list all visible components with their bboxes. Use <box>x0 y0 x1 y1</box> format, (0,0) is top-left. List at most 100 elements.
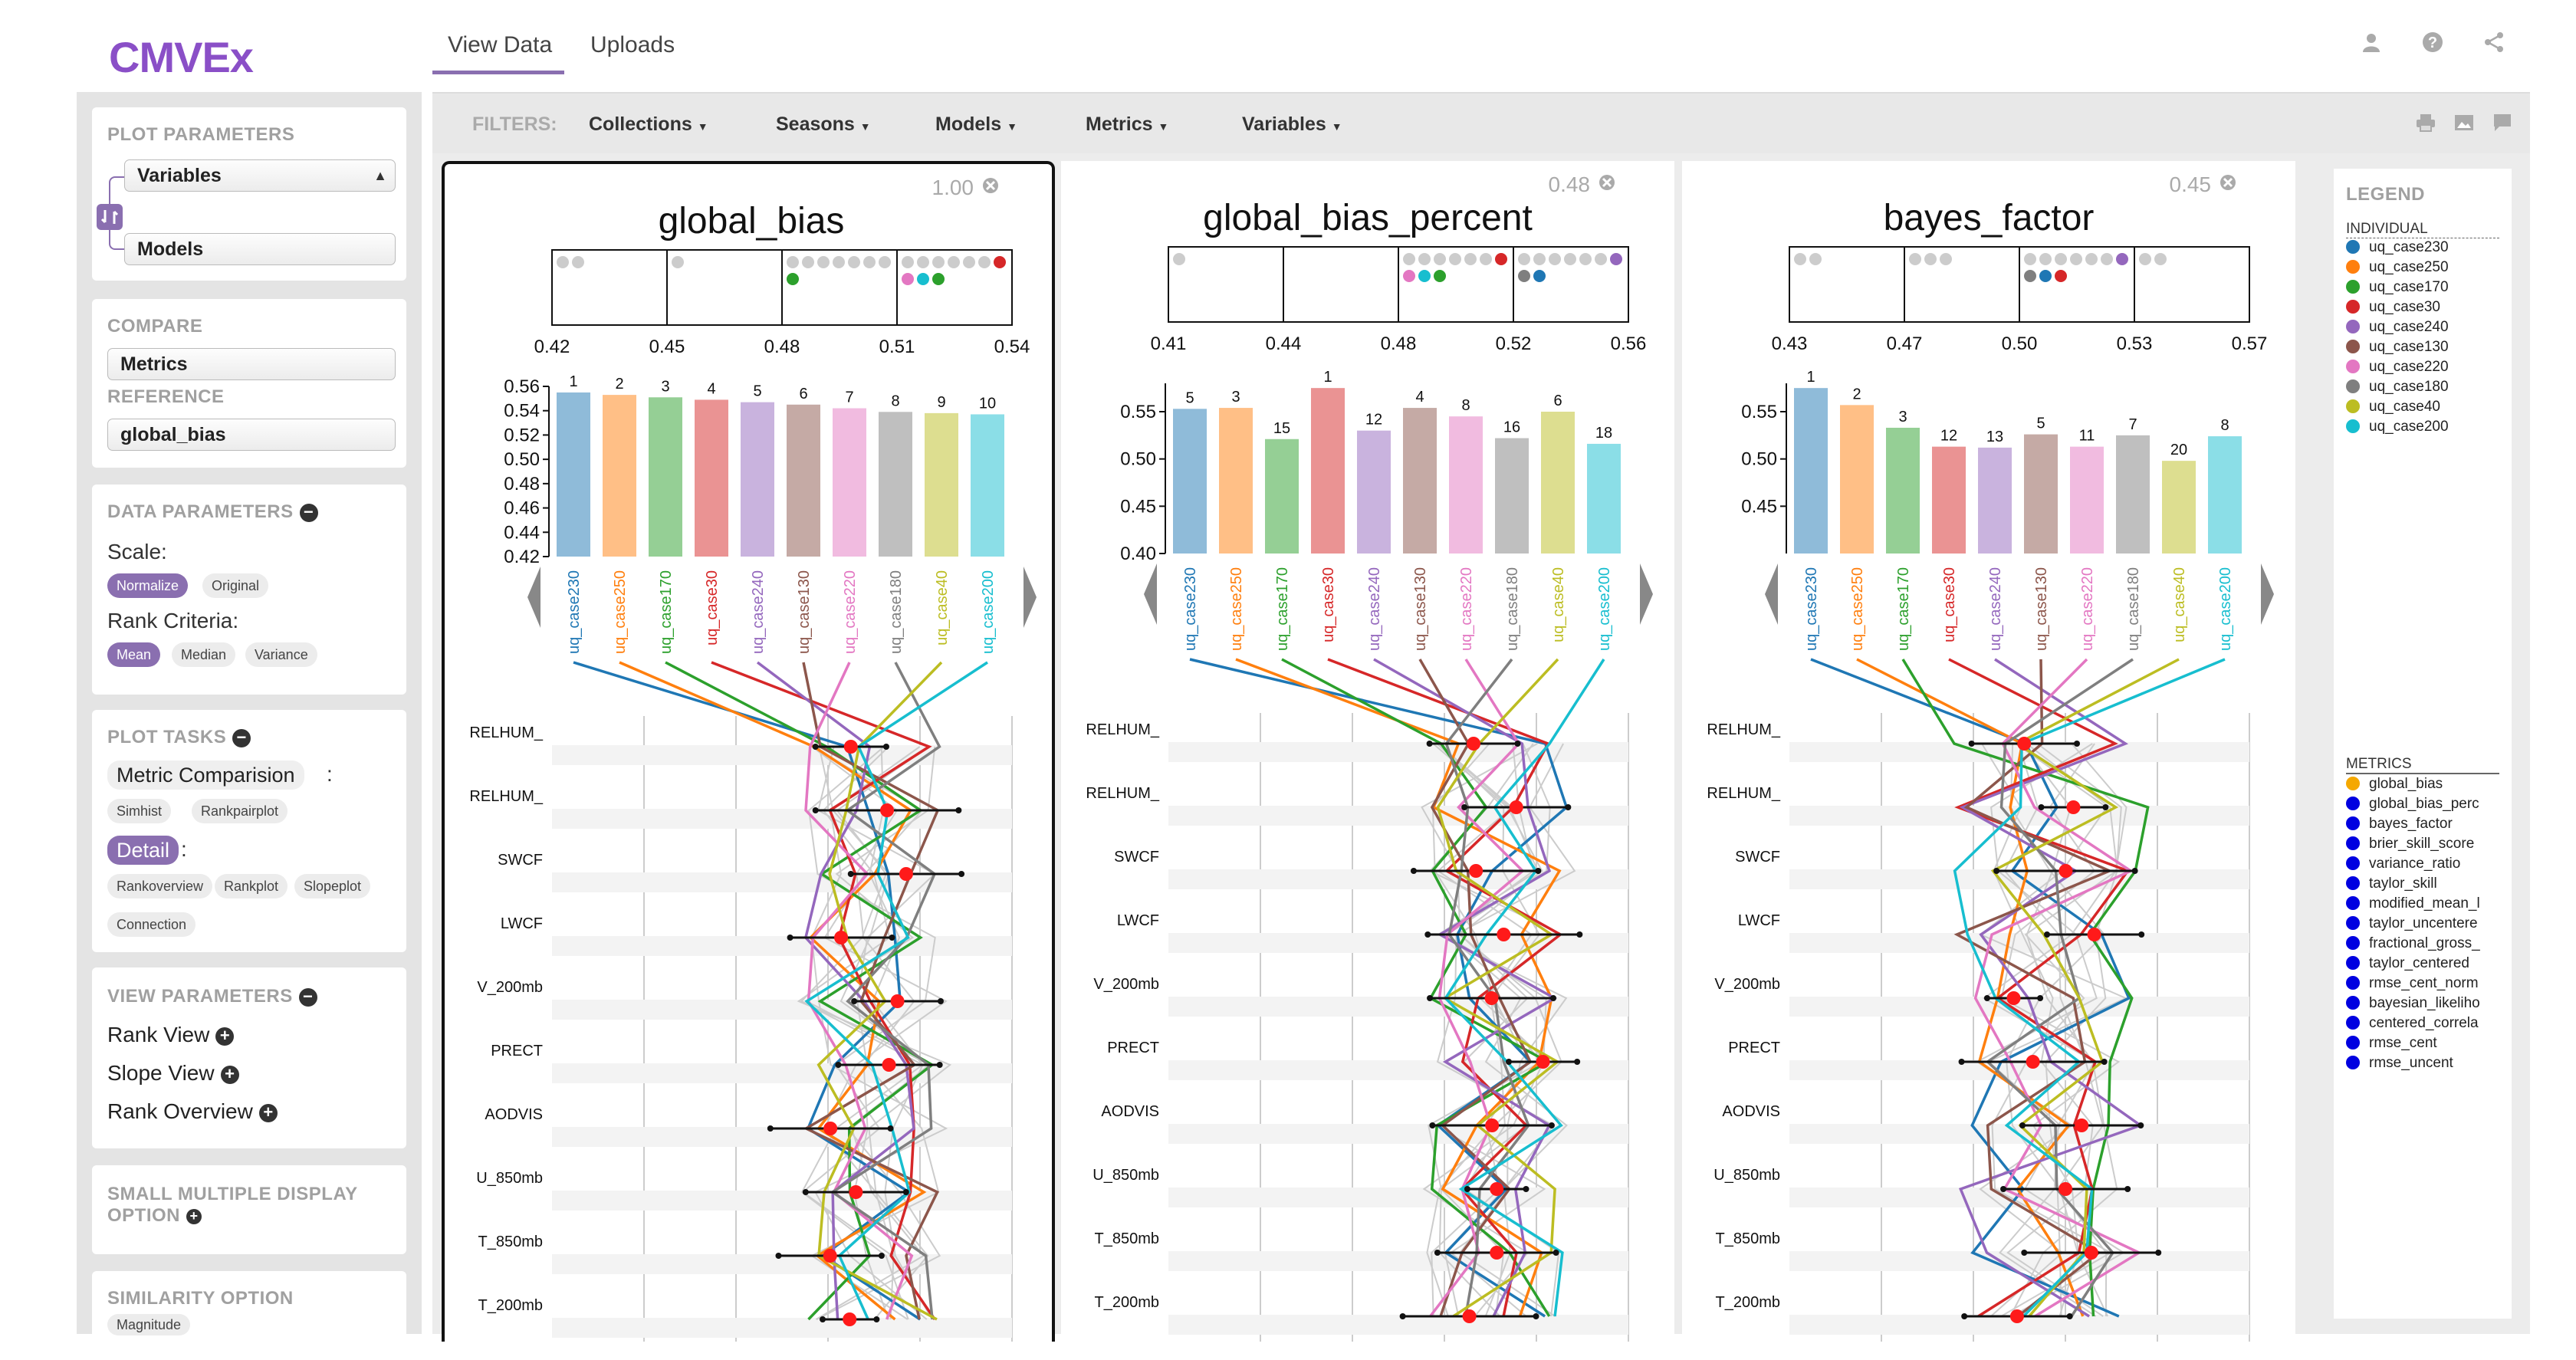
models-select[interactable]: Models <box>124 233 396 265</box>
legend-metric-9[interactable]: taylor_centered <box>2346 955 2469 972</box>
expand-icon[interactable]: + <box>220 1065 239 1084</box>
rank-view-toggle[interactable]: Rank View + <box>107 1023 235 1047</box>
legend-metric-2[interactable]: bayes_factor <box>2346 816 2453 833</box>
legend-item-uq_case30[interactable]: uq_case30 <box>2346 299 2440 316</box>
share-icon[interactable] <box>2482 31 2505 54</box>
scale-original-chip[interactable]: Original <box>202 573 269 598</box>
scroll-left-icon[interactable] <box>1144 563 1157 625</box>
metric-card-global-bias[interactable]: 1.00 global_bias 0.42 0.45 0.48 0.51 0.54 0.56 0… <box>442 161 1055 1345</box>
strip-dot <box>2039 253 2052 265</box>
simhist-chip[interactable]: Simhist <box>107 799 172 823</box>
detail-chip[interactable]: Detail <box>107 836 179 865</box>
model-series-line <box>665 661 935 1321</box>
scroll-left-icon[interactable] <box>527 567 540 628</box>
legend-item-uq_case240[interactable]: uq_case240 <box>2346 319 2449 336</box>
image-icon[interactable] <box>2453 112 2475 137</box>
legend-metric-4[interactable]: variance_ratio <box>2346 856 2460 872</box>
legend-metric-11[interactable]: bayesian_likeliho <box>2346 995 2480 1012</box>
metric-comparison-chip[interactable]: Metric Comparision <box>107 760 304 790</box>
strip-dot <box>963 256 975 268</box>
y-tick-label: 0.45 <box>1741 496 1777 517</box>
metric-card-bayes-factor[interactable]: 0.45 bayes_factor 0.43 0.47 0.50 0.53 0.57 0.55… <box>1682 161 2295 1342</box>
legend-item-uq_case250[interactable]: uq_case250 <box>2346 259 2449 276</box>
legend-item-label: modified_mean_l <box>2369 895 2480 912</box>
tab-view-data[interactable]: View Data <box>448 32 553 57</box>
close-icon[interactable] <box>983 178 998 193</box>
connection-chip[interactable]: Connection <box>107 912 196 937</box>
legend-metric-6[interactable]: modified_mean_l <box>2346 895 2480 912</box>
strip-dot <box>948 256 960 268</box>
legend-item-uq_case230[interactable]: uq_case230 <box>2346 239 2449 256</box>
legend-item-uq_case170[interactable]: uq_case170 <box>2346 279 2449 296</box>
legend-metric-3[interactable]: brier_skill_score <box>2346 836 2474 852</box>
reference-select[interactable]: global_bias <box>107 419 396 451</box>
comment-icon[interactable] <box>2492 112 2513 137</box>
legend-item-uq_case40[interactable]: uq_case40 <box>2346 399 2440 416</box>
filter-models[interactable]: Models ▼ <box>935 113 1017 136</box>
variable-label: AODVIS <box>1101 1103 1159 1120</box>
close-icon[interactable] <box>2220 175 2236 190</box>
scale-normalize-chip[interactable]: Normalize <box>107 573 189 598</box>
row-band <box>552 809 1012 829</box>
legend-item-uq_case180[interactable]: uq_case180 <box>2346 379 2449 396</box>
expand-icon[interactable]: + <box>258 1103 278 1122</box>
expand-icon[interactable]: + <box>186 1208 202 1224</box>
legend-metric-10[interactable]: rmse_cent_norm <box>2346 975 2479 992</box>
rank-median-chip[interactable]: Median <box>172 642 236 667</box>
bar-rank-label: 4 <box>1415 389 1424 406</box>
filter-collections[interactable]: Collections ▼ <box>589 113 708 136</box>
legend-metric-0[interactable]: global_bias <box>2346 776 2443 793</box>
legend-item-uq_case130[interactable]: uq_case130 <box>2346 339 2449 356</box>
scroll-right-icon[interactable] <box>1024 567 1037 628</box>
x-tick-label: uq_case230 <box>1182 567 1199 651</box>
legend-color-swatch <box>2346 996 2360 1010</box>
legend-metric-7[interactable]: taylor_uncentere <box>2346 915 2478 932</box>
metric-chart-svg: 0.45 bayes_factor 0.43 0.47 0.50 0.53 0.57 0.55… <box>1707 172 2274 1342</box>
legend-metric-13[interactable]: rmse_cent <box>2346 1035 2437 1052</box>
metric-card-global-bias-percent[interactable]: 0.48 global_bias_percent 0.41 0.44 0.48 0.52 0… <box>1061 161 1674 1342</box>
variable-label: U_850mb <box>1714 1167 1780 1184</box>
strip-tick-label: 0.42 <box>534 337 570 357</box>
strip-dot <box>1564 253 1576 265</box>
filter-variables[interactable]: Variables ▼ <box>1242 113 1342 136</box>
legend-metric-14[interactable]: rmse_uncent <box>2346 1055 2453 1072</box>
strip-tick-label: 0.44 <box>1266 333 1302 354</box>
scroll-left-icon[interactable] <box>1765 563 1778 625</box>
filter-seasons[interactable]: Seasons ▼ <box>776 113 871 136</box>
close-icon[interactable] <box>1599 175 1615 190</box>
rank-variance-chip[interactable]: Variance <box>245 642 317 667</box>
filter-metrics[interactable]: Metrics ▼ <box>1086 113 1168 136</box>
print-icon[interactable] <box>2415 112 2436 137</box>
tab-uploads[interactable]: Uploads <box>590 32 675 57</box>
slopeplot-chip[interactable]: Slopeplot <box>294 874 371 898</box>
help-icon[interactable]: ? <box>2421 31 2444 54</box>
error-bar-end <box>2102 804 2109 810</box>
magnitude-chip[interactable]: Magnitude <box>107 1314 191 1335</box>
rankoverview-chip[interactable]: Rankoverview <box>107 874 213 898</box>
scroll-right-icon[interactable] <box>1640 563 1653 625</box>
strip-tick-label: 0.48 <box>764 337 800 357</box>
compare-select[interactable]: Metrics <box>107 348 396 380</box>
legend-item-uq_case200[interactable]: uq_case200 <box>2346 419 2449 435</box>
rankplot-chip[interactable]: Rankplot <box>215 874 288 898</box>
legend-item-uq_case220[interactable]: uq_case220 <box>2346 359 2449 376</box>
expand-icon[interactable]: + <box>215 1027 235 1046</box>
scroll-right-icon[interactable] <box>2261 563 2274 625</box>
slope-view-toggle[interactable]: Slope View + <box>107 1061 239 1086</box>
variable-label: T_200mb <box>1716 1294 1781 1311</box>
collapse-icon[interactable]: − <box>299 503 318 522</box>
user-icon[interactable] <box>2360 31 2383 54</box>
mean-marker <box>1490 1182 1504 1196</box>
collapse-icon[interactable]: − <box>232 728 251 747</box>
collapse-icon[interactable]: − <box>298 987 317 1007</box>
variables-select[interactable]: Variables ▲ <box>124 159 396 192</box>
legend-metric-8[interactable]: fractional_gross_ <box>2346 935 2480 952</box>
mean-marker <box>843 1312 857 1326</box>
legend-metric-1[interactable]: global_bias_perc <box>2346 796 2479 813</box>
filter-metrics-label: Metrics <box>1086 113 1153 135</box>
legend-metric-12[interactable]: centered_correla <box>2346 1015 2479 1032</box>
rank-mean-chip[interactable]: Mean <box>107 642 161 667</box>
legend-metric-5[interactable]: taylor_skill <box>2346 875 2437 892</box>
rankpairplot-chip[interactable]: Rankpairplot <box>192 799 288 823</box>
rank-overview-toggle[interactable]: Rank Overview + <box>107 1099 278 1124</box>
